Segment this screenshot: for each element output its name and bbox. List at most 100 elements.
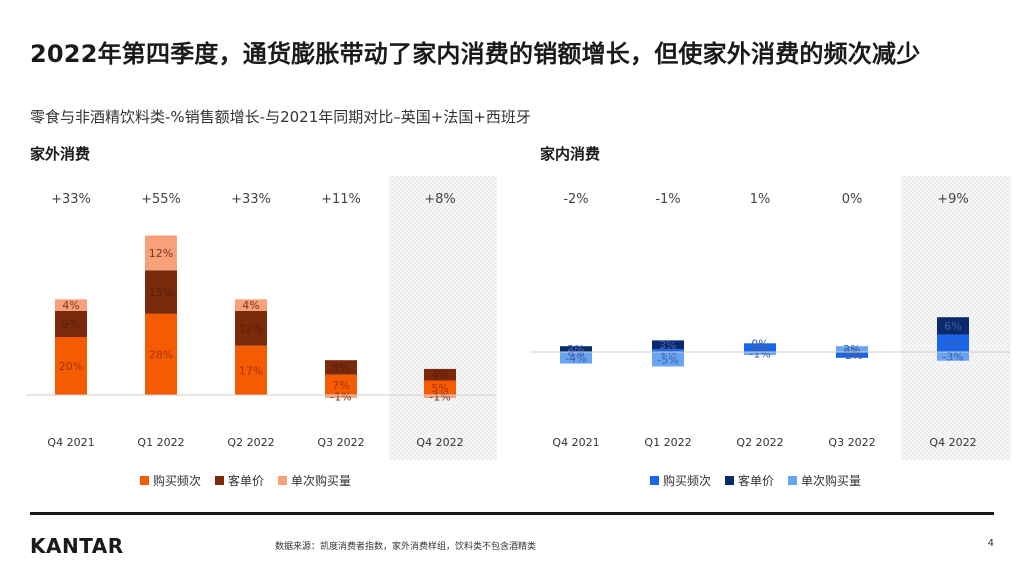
- data-label: 15%: [149, 286, 173, 299]
- chart-out-of-home: 20% 9% 4% +33% Q4 2021 28% 15% 12% +55% Q1 2022 17…: [26, 176, 497, 460]
- bar-segment: [55, 310, 87, 337]
- bar-segment: [937, 334, 969, 352]
- bar-segment: [652, 349, 684, 352]
- data-label: 6%: [944, 320, 961, 333]
- data-label: 3%: [659, 339, 676, 352]
- total-label: -1%: [655, 192, 680, 207]
- data-label: 28%: [149, 348, 173, 361]
- bar-segment: [55, 299, 87, 311]
- data-label: -4%: [565, 352, 586, 365]
- data-label: 5%: [332, 361, 349, 374]
- legend-item: 购买频次: [140, 472, 201, 489]
- data-label: 12%: [239, 322, 263, 335]
- source-note: 数据来源：凯度消费者指数，家外消费样组，饮料类不包含酒精类: [275, 542, 537, 552]
- data-label: 12%: [149, 247, 173, 260]
- bar-segment: [652, 352, 684, 367]
- bar-segment: [937, 317, 969, 335]
- legend-swatch: [650, 476, 659, 485]
- total-label: +33%: [231, 192, 271, 207]
- legend-label: 购买频次: [663, 474, 712, 488]
- data-label: 9%: [62, 318, 79, 331]
- bar-segment: [145, 270, 177, 314]
- total-label: 1%: [750, 192, 771, 207]
- chart-title-in-home: 家内消费: [540, 145, 601, 163]
- bar-segment: [424, 395, 456, 398]
- bar-segment: [560, 352, 592, 364]
- data-label: -1%: [429, 390, 450, 403]
- bar-segment: [235, 310, 267, 346]
- data-label: 20%: [59, 360, 83, 373]
- legend-item: 单次购买量: [278, 472, 351, 489]
- bar-segment: [325, 360, 357, 375]
- bar-segment: [937, 352, 969, 361]
- data-label: 4%: [62, 299, 79, 312]
- legend-label: 单次购买量: [801, 474, 862, 488]
- data-label: 1%: [659, 345, 676, 358]
- page-subtitle: 零食与非酒精饮料类-%销售额增长-与2021年同期对比–英国+法国+西班牙: [30, 108, 531, 126]
- page-number: 4: [987, 538, 994, 549]
- data-label: 5%: [431, 382, 448, 395]
- legend-item: 购买频次: [650, 472, 711, 489]
- legend-label: 购买频次: [153, 474, 202, 488]
- data-label: 3%: [751, 342, 768, 355]
- category-label: Q3 2022: [828, 436, 875, 449]
- total-label: +55%: [141, 192, 181, 207]
- data-label: 6%: [944, 337, 961, 350]
- data-label: 4%: [242, 299, 259, 312]
- legend-label: 单次购买量: [291, 474, 352, 488]
- category-label: Q1 2022: [644, 436, 691, 449]
- category-label: Q4 2021: [552, 436, 599, 449]
- bar-segment: [325, 395, 357, 398]
- legend-out-of-home: 购买频次 客单价 单次购买量: [140, 472, 351, 489]
- chart-title-out-of-home: 家外消费: [30, 145, 91, 163]
- legend-label: 客单价: [228, 474, 265, 488]
- footer-divider: [30, 512, 994, 515]
- bar-segment: [744, 343, 776, 352]
- bar-segment: [55, 337, 87, 395]
- total-label: +11%: [321, 192, 361, 207]
- data-label: -3%: [942, 350, 963, 363]
- data-label: 17%: [239, 364, 263, 377]
- data-label: 4%: [431, 369, 448, 382]
- category-label: Q4 2022: [929, 436, 976, 449]
- data-label: -5%: [657, 353, 678, 366]
- highlight-band: [389, 176, 497, 460]
- data-label: 2%: [843, 343, 860, 356]
- bar-segment: [235, 345, 267, 395]
- legend-in-home: 购买频次 客单价 单次购买量: [650, 472, 861, 489]
- category-label: Q2 2022: [227, 436, 274, 449]
- data-label: 0%: [751, 337, 768, 350]
- total-label: +33%: [51, 192, 91, 207]
- data-label: 2%: [567, 343, 584, 356]
- bar-segment: [744, 352, 776, 355]
- legend-swatch: [215, 476, 225, 485]
- data-label: -1%: [749, 347, 770, 360]
- legend-swatch: [788, 476, 798, 485]
- bar-segment: [424, 368, 456, 381]
- bar-segment: [145, 235, 177, 271]
- data-label: -1%: [330, 390, 351, 403]
- bar-segment: [652, 340, 684, 350]
- legend-item: 客单价: [725, 472, 774, 489]
- data-label: 7%: [332, 379, 349, 392]
- total-label: +8%: [424, 192, 456, 207]
- bar-segment: [145, 313, 177, 395]
- bar-segment: [836, 352, 868, 358]
- category-label: Q4 2022: [416, 436, 463, 449]
- category-label: Q3 2022: [317, 436, 364, 449]
- total-label: -2%: [563, 192, 588, 207]
- category-label: Q1 2022: [137, 436, 184, 449]
- legend-label: 客单价: [738, 474, 775, 488]
- category-label: Q2 2022: [736, 436, 783, 449]
- page-title: 2022年第四季度，通货膨胀带动了家内消费的销额增长，但使家外消费的频次减少: [30, 40, 921, 68]
- legend-swatch: [725, 476, 735, 485]
- bar-segment: [235, 299, 267, 311]
- legend-swatch: [278, 476, 288, 485]
- bar-segment: [424, 380, 456, 395]
- bar-segment: [560, 346, 592, 352]
- bar-segment: [836, 346, 868, 352]
- category-label: Q4 2021: [47, 436, 94, 449]
- bar-segment: [325, 374, 357, 395]
